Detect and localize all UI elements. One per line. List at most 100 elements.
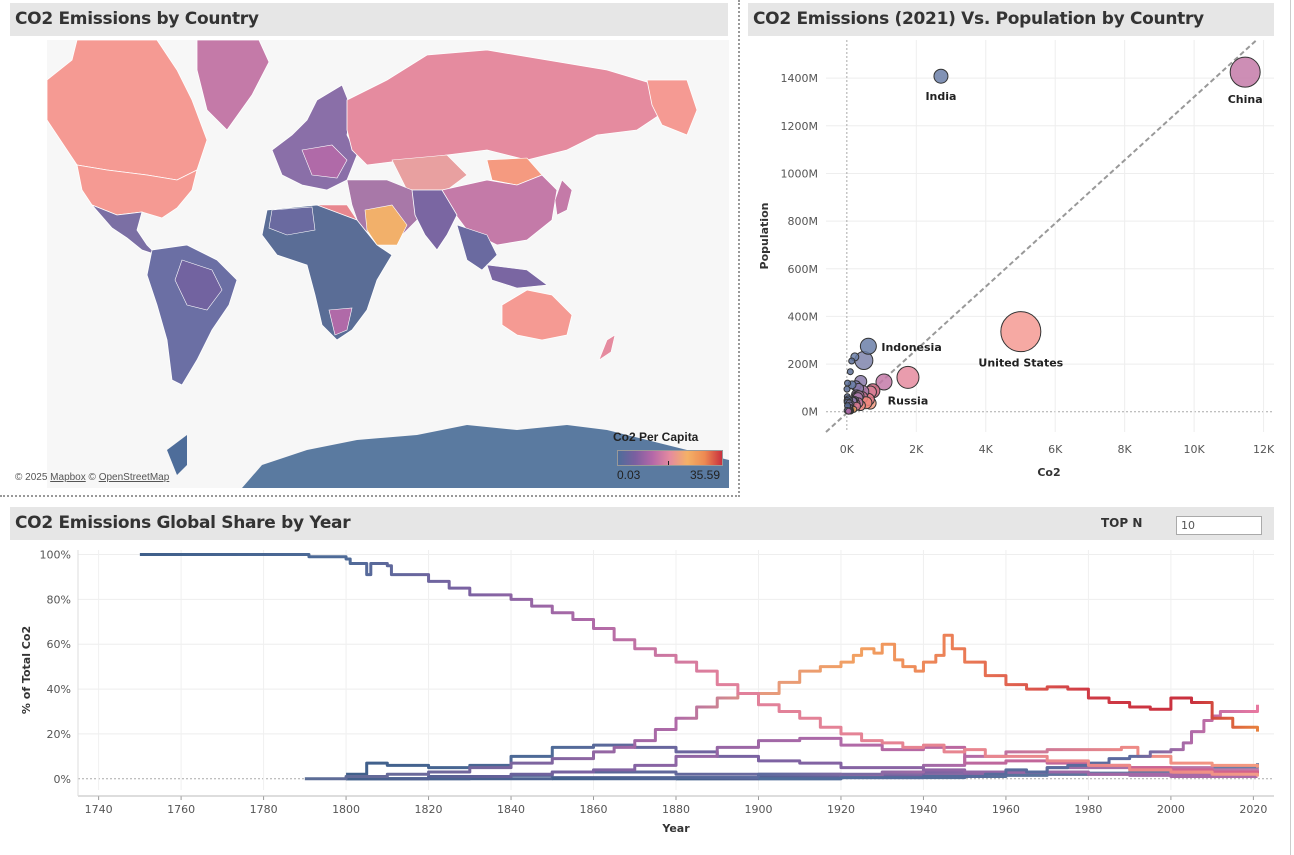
line-ticks: 0% 20% 40% 60% 80% 100% 1740 1760 1780 1800 1820 18… <box>40 548 1274 816</box>
map-region-africa <box>261 204 393 341</box>
legend-marker <box>668 461 669 465</box>
map-region-south-africa <box>328 307 353 336</box>
line-x-tick: 1860 <box>580 803 608 816</box>
map-region-se-asia <box>456 224 498 271</box>
map-region-kazakhstan <box>391 154 468 191</box>
scatter-y-tick: 1200M <box>781 120 819 133</box>
line-y-tick: 40% <box>47 683 71 696</box>
topn-input[interactable] <box>1176 516 1262 535</box>
scatter-x-tick: 0K <box>840 443 855 456</box>
scatter-x-tick: 8K <box>1118 443 1133 456</box>
scatter-x-title: Co2 <box>1037 466 1060 479</box>
scatter-label-indonesia: Indonesia <box>881 341 941 354</box>
scatter-y-tick: 600M <box>788 263 819 276</box>
scatter-x-tick: 12K <box>1253 443 1275 456</box>
line-x-tick: 1760 <box>167 803 195 816</box>
scatter-label-india: India <box>925 90 956 103</box>
scatter-point-russia[interactable] <box>896 365 920 389</box>
line-x-tick: 1880 <box>662 803 690 816</box>
attribution-mid: © <box>85 472 99 483</box>
legend-max: 35.59 <box>690 468 721 482</box>
line-x-title: Year <box>661 822 690 835</box>
scatter-points <box>843 56 1261 415</box>
line-y-tick: 20% <box>47 728 71 741</box>
map-region-antarctica <box>242 425 729 488</box>
scatter-y-tick: 800M <box>788 215 819 228</box>
map-region-greenland <box>196 40 270 131</box>
world-map[interactable] <box>47 40 729 488</box>
scatter-point-nigeria[interactable] <box>848 357 856 365</box>
scatter-y-tick: 1400M <box>781 72 819 85</box>
scatter-y-tick: 200M <box>788 358 819 371</box>
scatter-y-tick: 400M <box>788 310 819 323</box>
scatter-panel: CO2 Emissions (2021) Vs. Population by C… <box>748 0 1294 497</box>
scatter-chart[interactable]: 0M 200M 400M 600M 800M 1000M 1200M 1400M 0K 2K 4K 6… <box>748 0 1294 497</box>
map-region-new-zealand <box>598 334 616 361</box>
scatter-point-united-states[interactable] <box>1000 311 1042 353</box>
line-series-russia[interactable] <box>552 745 1259 781</box>
scatter-point-japan[interactable] <box>875 373 893 391</box>
map-region-russia <box>346 49 668 166</box>
line-x-tick: 1940 <box>909 803 937 816</box>
line-title: CO2 Emissions Global Share by Year <box>10 507 1274 540</box>
legend-min: 0.03 <box>617 468 641 482</box>
line-x-tick: 1780 <box>250 803 278 816</box>
scatter-x-tick: 10K <box>1184 443 1206 456</box>
line-series-united-states[interactable] <box>304 633 1259 781</box>
scatter-point-india[interactable] <box>933 68 949 84</box>
line-x-tick: 1800 <box>332 803 360 816</box>
osm-link[interactable]: OpenStreetMap <box>98 472 170 483</box>
scatter-y-title: Population <box>758 203 771 270</box>
line-y-tick: 80% <box>47 593 71 606</box>
world-map-svg[interactable] <box>47 40 729 488</box>
scatter-label-china: China <box>1228 93 1263 106</box>
scatter-grid <box>826 40 1274 432</box>
map-panel: CO2 Emissions by Country <box>0 0 740 497</box>
map-region-india <box>411 189 458 251</box>
scatter-label-russia: Russia <box>888 394 929 407</box>
scatter-y-tick: 1000M <box>781 167 819 180</box>
trend-line <box>825 39 1258 433</box>
line-grid <box>78 550 1274 790</box>
map-attribution: © 2025 Mapbox © OpenStreetMap <box>15 472 169 483</box>
scatter-point-dr-congo[interactable] <box>843 385 851 393</box>
scatter-title: CO2 Emissions (2021) Vs. Population by C… <box>748 3 1274 36</box>
mapbox-link[interactable]: Mapbox <box>50 472 86 483</box>
line-x-tick: 1980 <box>1074 803 1102 816</box>
line-panel: CO2 Emissions Global Share by Year TOP N… <box>0 507 1294 855</box>
topn-label: TOP N <box>1101 516 1143 530</box>
attribution-prefix: © 2025 <box>15 472 51 483</box>
scatter-ticks: 0M 200M 400M 600M 800M 1000M 1200M 1400M 0K 2K 4K 6… <box>781 72 1275 456</box>
scatter-labels: China India United States Indonesia Russia <box>881 90 1262 407</box>
scatter-label-united-states: United States <box>978 357 1063 370</box>
line-y-title: % of Total Co2 <box>20 626 33 714</box>
legend-color-bar <box>617 450 723 466</box>
line-x-tick: 2000 <box>1157 803 1185 816</box>
map-region-china <box>441 174 558 246</box>
map-region-australia <box>501 289 573 341</box>
line-x-tick: 1900 <box>744 803 772 816</box>
right-edge <box>1290 0 1294 855</box>
scatter-y-tick: 0M <box>802 406 819 419</box>
line-y-tick: 100% <box>40 548 71 561</box>
line-series <box>139 552 1259 781</box>
line-x-tick: 2020 <box>1239 803 1267 816</box>
scatter-x-tick: 4K <box>979 443 994 456</box>
line-series-united-kingdom[interactable] <box>139 552 1259 777</box>
scatter-x-tick: 2K <box>909 443 924 456</box>
scatter-point-indonesia[interactable] <box>859 337 877 355</box>
line-x-tick: 1920 <box>827 803 855 816</box>
line-y-tick: 0% <box>54 773 71 786</box>
scatter-point-ethiopia[interactable] <box>844 379 852 387</box>
map-region-japan <box>554 179 573 216</box>
line-x-tick: 1740 <box>85 803 113 816</box>
scatter-point-small-d[interactable] <box>845 407 853 415</box>
scatter-point-bangladesh[interactable] <box>846 368 854 376</box>
line-x-tick: 1840 <box>497 803 525 816</box>
map-region-saudi-arabia <box>364 204 408 246</box>
scatter-point-china[interactable] <box>1229 56 1261 88</box>
line-x-tick: 1960 <box>992 803 1020 816</box>
line-x-tick: 1820 <box>415 803 443 816</box>
line-chart[interactable]: 0% 20% 40% 60% 80% 100% 1740 1760 1780 1800 1820 18… <box>0 507 1294 855</box>
line-y-tick: 60% <box>47 638 71 651</box>
